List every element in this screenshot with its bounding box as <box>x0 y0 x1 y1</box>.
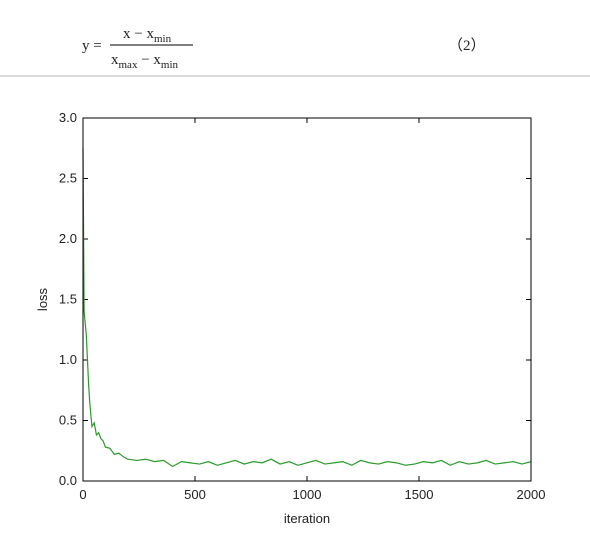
y-tick-label: 1.0 <box>59 352 77 367</box>
eq-number: （2） <box>448 37 486 54</box>
y-tick-label: 3.0 <box>59 110 77 125</box>
eq-den-base1: x <box>111 52 119 68</box>
eq-lhs: y = <box>82 38 102 54</box>
x-axis-label: iteration <box>284 511 330 526</box>
eq-den-sub2: min <box>161 59 179 71</box>
x-tick-label: 1500 <box>405 487 434 502</box>
y-tick-label: 2.5 <box>59 171 77 186</box>
y-axis-label: loss <box>35 287 50 311</box>
eq-den-sub1: max <box>119 59 138 71</box>
eq-den-mid: − x <box>137 52 161 68</box>
x-tick-label: 500 <box>184 487 206 502</box>
eq-num-base: x − x <box>123 26 154 42</box>
x-tick-label: 2000 <box>517 487 546 502</box>
y-tick-label: 0.5 <box>59 413 77 428</box>
x-tick-label: 0 <box>79 487 86 502</box>
equation: y = x − xmin xmax − xmin （2） <box>82 26 486 71</box>
loss-line <box>82 148 532 468</box>
y-tick-label: 1.5 <box>59 292 77 307</box>
y-tick-label: 0.0 <box>59 473 77 488</box>
chart: 0.0 0.5 1.0 1.5 2.0 2.5 3.0 0 500 1000 1500 2000 ite… <box>35 110 545 526</box>
eq-num: x − xmin <box>123 26 172 45</box>
x-tick-label: 1000 <box>293 487 322 502</box>
y-tick-label: 2.0 <box>59 231 77 246</box>
eq-den: xmax − xmin <box>111 52 179 71</box>
plot-frame <box>82 117 532 482</box>
eq-num-sub: min <box>154 33 172 45</box>
